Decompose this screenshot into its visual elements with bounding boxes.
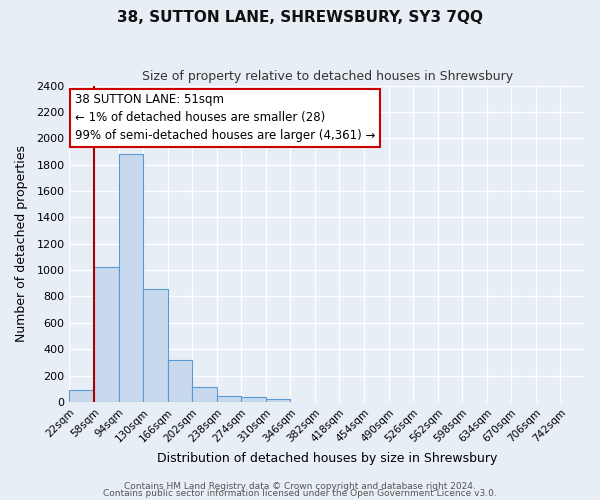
X-axis label: Distribution of detached houses by size in Shrewsbury: Distribution of detached houses by size …	[157, 452, 497, 465]
Text: Contains HM Land Registry data © Crown copyright and database right 2024.: Contains HM Land Registry data © Crown c…	[124, 482, 476, 491]
Bar	[241, 398, 266, 402]
Bar	[192, 387, 217, 402]
Bar	[119, 154, 143, 402]
Bar	[70, 390, 94, 402]
Text: Contains public sector information licensed under the Open Government Licence v3: Contains public sector information licen…	[103, 489, 497, 498]
Text: 38, SUTTON LANE, SHREWSBURY, SY3 7QQ: 38, SUTTON LANE, SHREWSBURY, SY3 7QQ	[117, 10, 483, 25]
Bar	[143, 289, 167, 402]
Text: 38 SUTTON LANE: 51sqm
← 1% of detached houses are smaller (28)
99% of semi-detac: 38 SUTTON LANE: 51sqm ← 1% of detached h…	[74, 94, 375, 142]
Bar	[167, 360, 192, 402]
Bar	[217, 396, 241, 402]
Bar	[94, 268, 119, 402]
Y-axis label: Number of detached properties: Number of detached properties	[15, 146, 28, 342]
Bar	[266, 400, 290, 402]
Title: Size of property relative to detached houses in Shrewsbury: Size of property relative to detached ho…	[142, 70, 513, 83]
